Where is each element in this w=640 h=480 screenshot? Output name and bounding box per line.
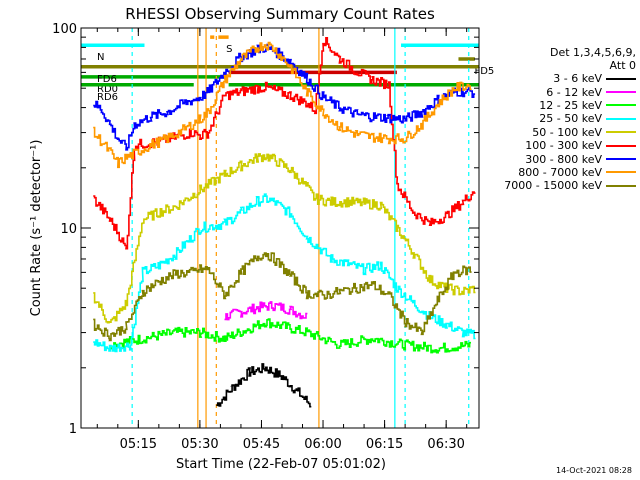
legend-label-2: 12 - 25 keV xyxy=(539,98,602,112)
legend-entry-1: 6 - 12 keV xyxy=(482,85,638,99)
legend-swatch-8 xyxy=(606,184,636,187)
flag-label-7: FD5 xyxy=(474,66,494,77)
series-group xyxy=(93,37,476,408)
legend-label-1: 6 - 12 keV xyxy=(546,85,602,99)
axes: 05:15 05:30 05:45 06:00 06:15 06:30 1 10 100 xyxy=(52,22,479,452)
series-line-4 xyxy=(93,153,476,324)
legend-entry-4: 50 - 100 keV xyxy=(482,126,638,139)
legend-label-8: 7000 - 15000 keV xyxy=(504,179,602,193)
legend-swatch-1 xyxy=(606,91,636,94)
series-line-0 xyxy=(216,363,312,408)
legend-entry-2: 12 - 25 keV xyxy=(482,99,638,112)
x-tick-label-3: 06:00 xyxy=(304,437,341,452)
series-line-3 xyxy=(93,193,476,353)
y-tick-label-0: 1 xyxy=(69,422,77,437)
series-line-2 xyxy=(109,318,471,354)
x-tick-label-5: 06:30 xyxy=(427,437,464,452)
legend-entry-8: 7000 - 15000 keV xyxy=(482,179,638,192)
legend-entry-5: 100 - 300 keV xyxy=(482,139,638,152)
legend-label-0: 3 - 6 keV xyxy=(553,72,602,86)
legend-entry-0: 3 - 6 keV xyxy=(482,72,638,85)
chart-title: RHESSI Observing Summary Count Rates xyxy=(125,5,435,23)
legend-entry-6: 300 - 800 keV xyxy=(482,152,638,166)
series-line-6 xyxy=(93,43,476,151)
flag-label-1: S xyxy=(226,44,232,55)
flag-label-3: RD0 xyxy=(97,84,118,95)
legend-label-6: 300 - 800 keV xyxy=(525,152,602,166)
legend-entry-3: 25 - 50 keV xyxy=(482,112,638,125)
series-line-8 xyxy=(93,252,472,342)
legend-swatch-7 xyxy=(606,171,636,174)
y-tick-label-1: 10 xyxy=(60,222,77,237)
flag-label-8: FD6 xyxy=(97,74,117,85)
x-tick-label-0: 05:15 xyxy=(120,437,157,452)
y-axis-label: Count Rate (s⁻¹ detector⁻¹) xyxy=(29,140,44,317)
flag-label-0: N xyxy=(97,52,104,63)
legend-label-7: 800 - 7000 keV xyxy=(518,165,602,179)
x-tick-label-4: 06:15 xyxy=(366,437,403,452)
x-axis-label: Start Time (22-Feb-07 05:01:02) xyxy=(176,457,386,472)
legend-label-4: 50 - 100 keV xyxy=(532,125,602,139)
legend-swatch-2 xyxy=(606,104,636,107)
legend: Det 1,3,4,5,6,9, Att 0 3 - 6 keV 6 - 12 k… xyxy=(482,46,638,193)
y-tick-label-2: 100 xyxy=(52,22,77,37)
legend-entry-7: 800 - 7000 keV xyxy=(482,166,638,179)
legend-swatch-0 xyxy=(606,77,636,80)
legend-swatch-3 xyxy=(606,117,636,120)
x-tick-label-1: 05:30 xyxy=(181,437,218,452)
legend-label-3: 25 - 50 keV xyxy=(539,112,602,126)
legend-label-5: 100 - 300 keV xyxy=(525,139,602,153)
series-line-1 xyxy=(224,301,308,321)
legend-swatch-6 xyxy=(606,158,636,161)
flag-label-4: RD6 xyxy=(97,92,118,103)
legend-swatch-5 xyxy=(606,144,636,147)
legend-subtitle: Att 0 xyxy=(609,59,636,72)
series-line-7 xyxy=(93,41,472,169)
legend-title: Det 1,3,4,5,6,9, xyxy=(549,46,636,59)
legend-swatch-4 xyxy=(606,131,636,134)
x-tick-label-2: 05:45 xyxy=(243,437,280,452)
date-stamp: 14-Oct-2021 08:28 xyxy=(556,466,632,475)
